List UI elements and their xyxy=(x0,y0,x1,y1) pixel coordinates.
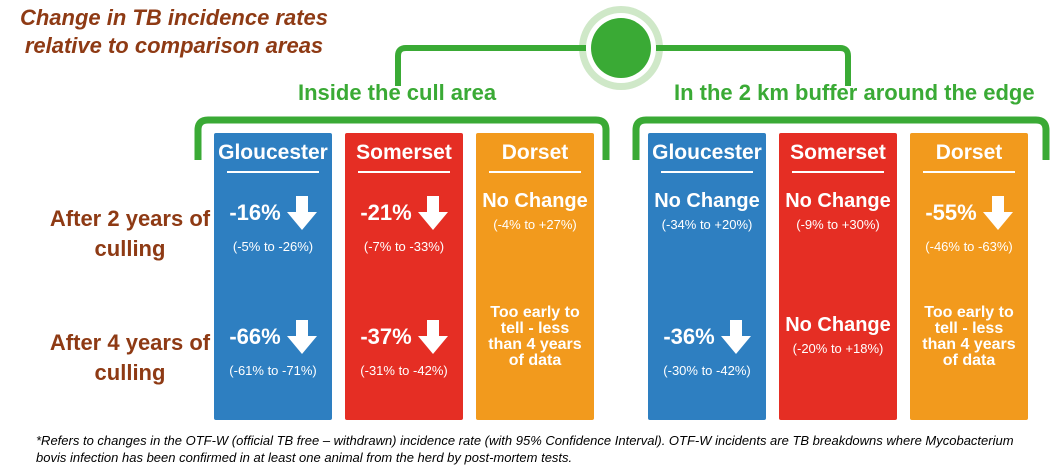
confidence-interval: (-4% to +27%) xyxy=(493,217,577,232)
connector-right xyxy=(656,45,851,86)
column-header: Dorset xyxy=(501,141,569,164)
result-cell: Too early to tell - less than 4 years of… xyxy=(476,305,594,369)
percent-change: -37% xyxy=(360,324,412,349)
confidence-interval: (-9% to +30%) xyxy=(796,217,880,232)
bracket-right xyxy=(632,116,1050,160)
header-underline xyxy=(923,171,1015,173)
column-header: Somerset xyxy=(356,141,452,164)
footnote: *Refers to changes in the OTF-W (officia… xyxy=(36,433,1014,465)
result-cell: No Change (-9% to +30%) xyxy=(779,191,897,232)
percent-change: -21% xyxy=(360,200,412,225)
header-underline xyxy=(489,171,581,173)
column-header: Dorset xyxy=(935,141,1003,164)
too-early-label: Too early to tell - less than 4 years of… xyxy=(922,304,1016,369)
row-label-2-years: After 2 years of culling xyxy=(49,206,211,261)
group-label-inside-cull: Inside the cull area xyxy=(298,80,497,105)
confidence-interval: (-46% to -63%) xyxy=(925,239,1013,254)
column-card: Dorset -55% (-46% to -63%) Too early to tel… xyxy=(910,133,1028,420)
hierarchy-bracket xyxy=(194,6,1050,160)
down-arrow-icon xyxy=(286,196,317,230)
chart-title: Change in TB incidence rates relative to… xyxy=(19,5,329,58)
column-card: Somerset -21% (-7% to -33%) -37% (-31% to -4… xyxy=(345,133,463,420)
confidence-interval: (-34% to +20%) xyxy=(661,217,753,232)
result-cell: -36% (-30% to -42%) xyxy=(648,317,766,378)
header-underline xyxy=(358,171,450,173)
confidence-interval: (-7% to -33%) xyxy=(363,239,445,254)
down-arrow-icon xyxy=(720,320,751,354)
group-label-buffer: In the 2 km buffer around the edge xyxy=(674,80,1035,105)
result-cell: -55% (-46% to -63%) xyxy=(910,193,1028,254)
no-change-label: No Change xyxy=(785,314,891,336)
bracket-left xyxy=(194,116,610,160)
percent-change: -66% xyxy=(229,324,281,349)
result-cell: -21% (-7% to -33%) xyxy=(345,193,463,254)
down-arrow-icon xyxy=(982,196,1013,230)
row-label-4-years: After 4 years of culling xyxy=(49,330,211,385)
result-cell: No Change (-34% to +20%) xyxy=(648,191,766,232)
confidence-interval: (-5% to -26%) xyxy=(232,239,314,254)
column-card: Dorset No Change (-4% to +27%) Too early to… xyxy=(476,133,594,420)
percent-change: -36% xyxy=(663,324,715,349)
down-arrow-icon xyxy=(286,320,317,354)
column-card: Somerset No Change (-9% to +30%) No Change (… xyxy=(779,133,897,420)
no-change-label: No Change xyxy=(785,190,891,212)
too-early-label: Too early to tell - less than 4 years of… xyxy=(488,304,582,369)
confidence-interval: (-30% to -42%) xyxy=(663,363,751,378)
no-change-label: No Change xyxy=(654,190,760,212)
header-underline xyxy=(792,171,884,173)
confidence-interval: (-20% to +18%) xyxy=(792,341,884,356)
confidence-interval: (-31% to -42%) xyxy=(360,363,448,378)
result-cell: No Change (-20% to +18%) xyxy=(779,315,897,356)
column-header: Somerset xyxy=(790,141,886,164)
connector-left xyxy=(395,45,586,86)
no-change-label: No Change xyxy=(482,190,588,212)
column-card: Gloucester -16% (-5% to -26%) -66% (-61% to … xyxy=(214,133,332,420)
percent-change: -55% xyxy=(925,200,977,225)
column-header: Gloucester xyxy=(652,141,762,164)
header-underline xyxy=(227,171,319,173)
top-node xyxy=(591,18,651,78)
result-cell: -16% (-5% to -26%) xyxy=(214,193,332,254)
percent-change: -16% xyxy=(229,200,281,225)
result-cell: No Change (-4% to +27%) xyxy=(476,191,594,232)
down-arrow-icon xyxy=(417,320,448,354)
confidence-interval: (-61% to -71%) xyxy=(229,363,317,378)
column-card: Gloucester No Change (-34% to +20%) -36% (-3… xyxy=(648,133,766,420)
header-underline xyxy=(661,171,753,173)
result-cell: -66% (-61% to -71%) xyxy=(214,317,332,378)
down-arrow-icon xyxy=(417,196,448,230)
column-header: Gloucester xyxy=(218,141,328,164)
result-cell: Too early to tell - less than 4 years of… xyxy=(910,305,1028,369)
result-cell: -37% (-31% to -42%) xyxy=(345,317,463,378)
